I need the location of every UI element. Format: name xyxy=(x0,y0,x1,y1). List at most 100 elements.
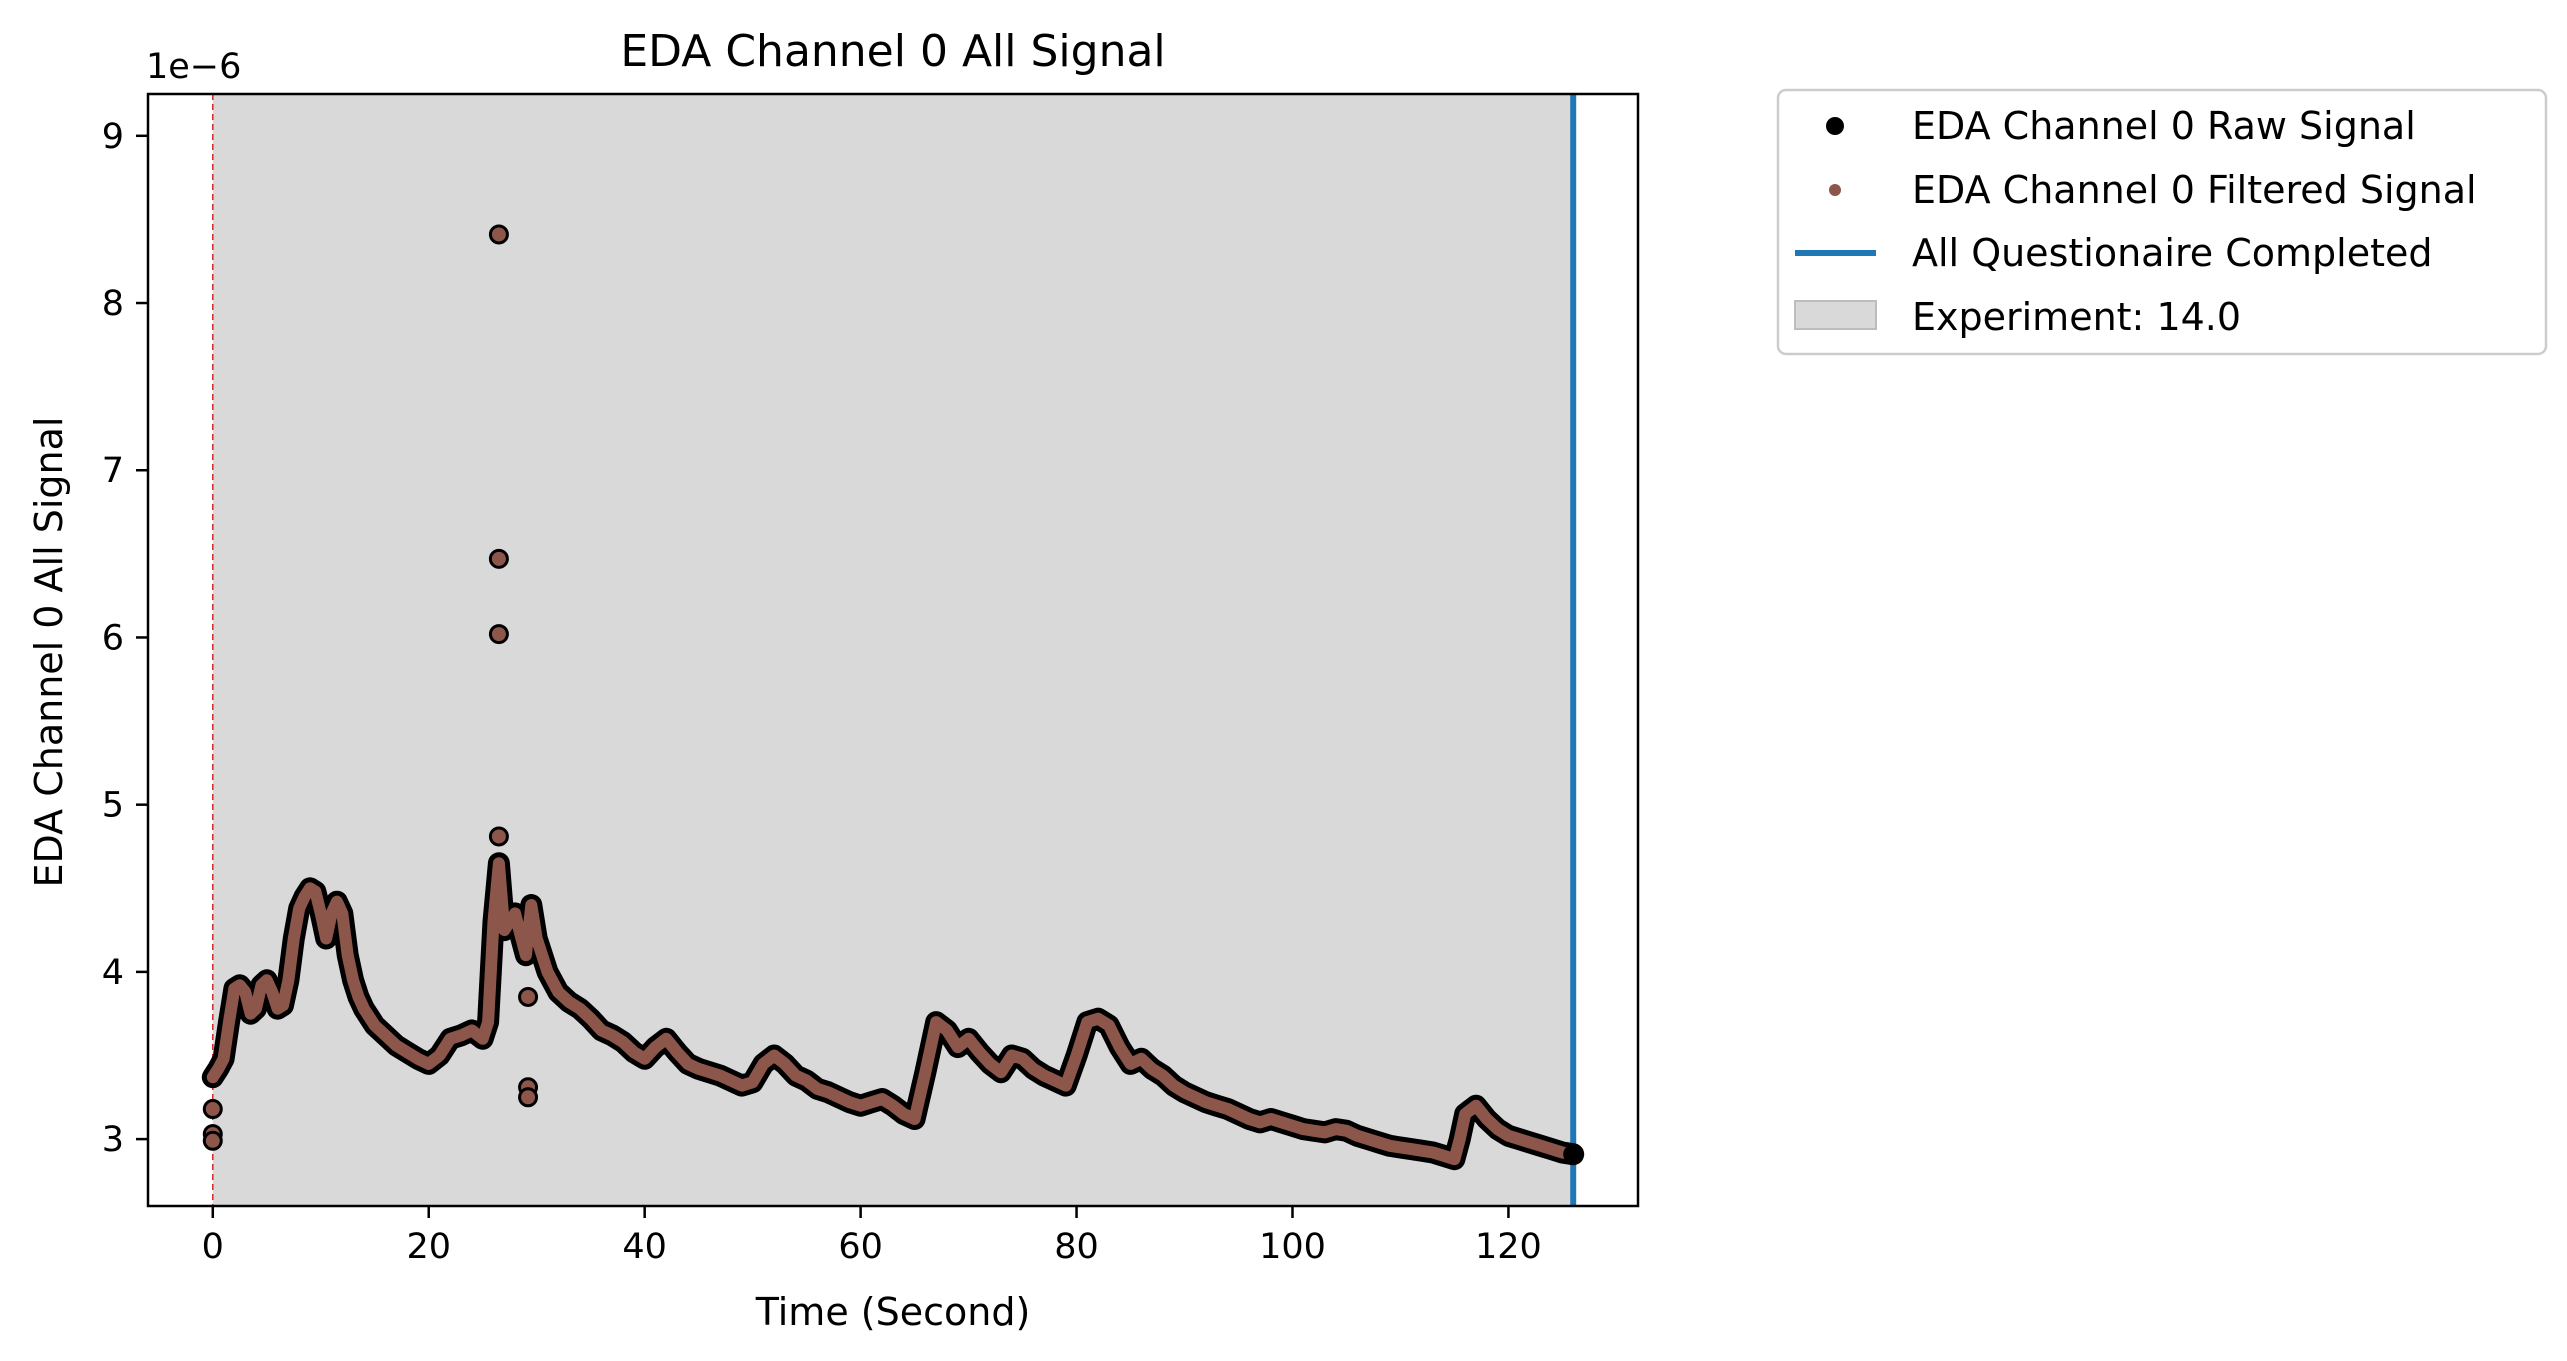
filtered-point xyxy=(628,1047,639,1058)
filtered-point xyxy=(1417,1145,1428,1156)
filtered-point xyxy=(369,1020,380,1031)
filtered-point xyxy=(1190,1092,1201,1103)
filtered-point xyxy=(726,1075,737,1086)
filtered-point xyxy=(510,908,521,919)
filtered-point xyxy=(1438,1150,1449,1161)
filtered-point xyxy=(310,886,321,897)
outlier-point xyxy=(488,624,509,645)
x-tick-label: 100 xyxy=(1259,1227,1326,1267)
outlier-point xyxy=(488,548,509,569)
outlier-point xyxy=(202,1130,223,1151)
filtered-point xyxy=(1060,1080,1071,1091)
filtered-point xyxy=(456,1030,467,1041)
filtered-point xyxy=(504,916,515,927)
y-tick-label: 7 xyxy=(102,451,124,491)
filtered-point xyxy=(526,900,537,911)
filtered-point xyxy=(1017,1053,1028,1064)
filtered-point xyxy=(855,1100,866,1111)
x-axis-label: Time (Second) xyxy=(755,1290,1031,1334)
outlier-point xyxy=(518,1087,539,1108)
legend-raw-signal-label: EDA Channel 0 Raw Signal xyxy=(1912,104,2416,148)
x-tick-label: 0 xyxy=(202,1227,224,1267)
outlier-point xyxy=(518,986,539,1007)
filtered-point xyxy=(1276,1117,1287,1128)
filtered-point xyxy=(520,950,531,961)
filtered-point xyxy=(1201,1097,1212,1108)
filtered-point xyxy=(1341,1125,1352,1136)
plot-area xyxy=(146,92,1640,1208)
filtered-point xyxy=(1168,1080,1179,1091)
filtered-point xyxy=(267,986,278,997)
filtered-point xyxy=(1179,1087,1190,1098)
filtered-point xyxy=(477,1033,488,1044)
filtered-point xyxy=(812,1083,823,1094)
filtered-point xyxy=(995,1067,1006,1078)
filtered-point xyxy=(1006,1050,1017,1061)
filtered-point xyxy=(466,1025,477,1036)
filtered-point xyxy=(1265,1114,1276,1125)
filtered-point xyxy=(553,986,564,997)
filtered-point xyxy=(574,1003,585,1014)
filtered-point xyxy=(1039,1070,1050,1081)
filtered-point xyxy=(758,1058,769,1069)
filtered-point xyxy=(672,1047,683,1058)
filtered-point xyxy=(1373,1137,1384,1148)
filtered-point xyxy=(985,1058,996,1069)
y-offset-label: 1e−6 xyxy=(146,47,241,87)
filtered-point xyxy=(207,1072,218,1083)
filtered-point xyxy=(1114,1042,1125,1053)
legend-experiment-label: Experiment: 14.0 xyxy=(1912,295,2241,339)
filtered-point xyxy=(1525,1137,1536,1148)
filtered-point xyxy=(288,933,299,944)
filtered-point xyxy=(866,1097,877,1108)
filtered-point xyxy=(423,1058,434,1069)
filtered-point xyxy=(542,966,553,977)
filtered-point xyxy=(682,1058,693,1069)
filtered-point xyxy=(240,986,251,997)
x-axis-ticks: 0 20 40 60 80 100 120 xyxy=(202,1206,1542,1267)
x-tick-label: 20 xyxy=(406,1227,451,1267)
filtered-point xyxy=(250,1003,261,1014)
filtered-point xyxy=(234,980,245,991)
filtered-point xyxy=(402,1047,413,1058)
legend-filtered-signal-marker xyxy=(1829,184,1841,196)
filtered-point xyxy=(493,858,504,869)
filtered-point xyxy=(294,903,305,914)
y-axis-ticks: 3 4 5 6 7 8 9 xyxy=(102,117,148,1160)
filtered-point xyxy=(704,1067,715,1078)
filtered-point xyxy=(1471,1100,1482,1111)
filtered-point xyxy=(607,1030,618,1041)
filtered-point xyxy=(1255,1117,1266,1128)
x-tick-label: 60 xyxy=(838,1227,883,1267)
experiment-span-0 xyxy=(212,94,1574,1206)
filtered-point xyxy=(1049,1075,1060,1086)
x-tick-label: 80 xyxy=(1054,1227,1099,1267)
filtered-point xyxy=(618,1037,629,1048)
filtered-point xyxy=(1298,1124,1309,1135)
filtered-point xyxy=(499,925,510,936)
filtered-point xyxy=(1406,1144,1417,1155)
filtered-point xyxy=(380,1030,391,1041)
filtered-point xyxy=(639,1053,650,1064)
x-tick-label: 40 xyxy=(622,1227,667,1267)
filtered-point xyxy=(780,1058,791,1069)
filtered-point xyxy=(693,1063,704,1074)
filtered-point xyxy=(1352,1130,1363,1141)
y-tick-label: 6 xyxy=(102,618,124,658)
filtered-point xyxy=(715,1070,726,1081)
points-layer xyxy=(201,224,1585,1171)
filtered-point xyxy=(358,1003,369,1014)
filtered-point xyxy=(342,950,353,961)
outlier-point xyxy=(488,826,509,847)
filtered-point xyxy=(283,975,294,986)
filtered-point xyxy=(952,1042,963,1053)
filtered-point xyxy=(1071,1050,1082,1061)
filtered-point xyxy=(315,908,326,919)
filtered-point xyxy=(445,1033,456,1044)
filtered-point xyxy=(412,1053,423,1064)
filtered-point xyxy=(326,908,337,919)
legend-experiment-patch xyxy=(1794,300,1877,330)
y-tick-label: 4 xyxy=(102,953,124,993)
filtered-point xyxy=(391,1040,402,1051)
